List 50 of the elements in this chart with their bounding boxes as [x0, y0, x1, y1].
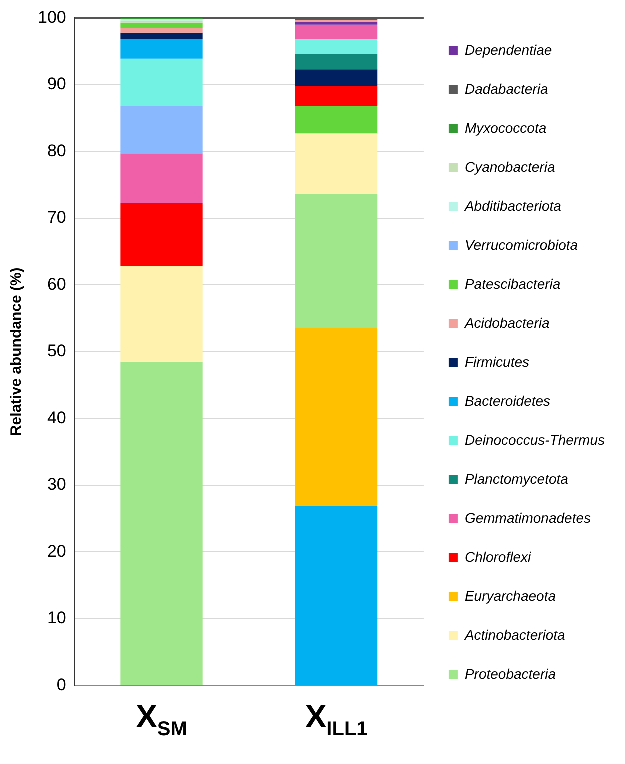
bar: [120, 154, 203, 204]
bar: [295, 328, 378, 506]
bar: [295, 506, 378, 686]
bar: [120, 40, 203, 59]
legend-label: Patescibacteria: [464, 276, 561, 292]
y-tick-label: 60: [47, 274, 66, 294]
legend-label: Gemmatimonadetes: [464, 510, 592, 526]
legend-label: Abditibacteriota: [464, 198, 562, 214]
legend-label: Bacteroidetes: [464, 392, 551, 409]
y-tick-label: 100: [38, 8, 66, 27]
legend-label: Actinobacteriota: [464, 626, 566, 643]
y-tick-label: 30: [47, 475, 66, 494]
legend-label: Myxococcota: [464, 120, 547, 136]
y-tick-label: 50: [47, 342, 66, 361]
bar: [295, 70, 378, 86]
legend-label: Acidobacteria: [464, 314, 550, 331]
y-tick-label: 10: [47, 608, 66, 628]
bar: [120, 28, 203, 33]
legend-label: Firmicutes: [464, 354, 530, 370]
y-tick-label: 70: [47, 208, 66, 228]
y-tick-label: 40: [47, 408, 66, 428]
bar: [120, 203, 203, 266]
legend-label: Deinococcus-Thermus: [464, 432, 606, 448]
legend-label: Cyanobacteria: [464, 158, 556, 175]
bar: [295, 40, 378, 54]
bar: [295, 194, 378, 329]
legend-label: Planctomycetota: [464, 470, 569, 487]
legend-label: Verrucomicrobiota: [464, 236, 578, 253]
y-tick-label: 80: [47, 141, 66, 160]
bar: [120, 32, 203, 40]
bar: [120, 266, 203, 362]
y-tick-label: 20: [47, 542, 66, 561]
bar: [120, 362, 203, 686]
bar: [120, 106, 203, 154]
bar: [295, 22, 378, 25]
bar: [295, 24, 378, 40]
y-tick-label: 90: [47, 74, 66, 94]
bar: [120, 58, 203, 106]
legend-label: Dependentiae: [464, 42, 552, 58]
y-tick-label: 0: [56, 675, 66, 694]
bar: [120, 22, 203, 28]
legend-label: Dadabacteria: [464, 80, 548, 97]
legend-label: Euryarchaeota: [464, 588, 556, 604]
bar: [295, 134, 378, 194]
y-axis-title: Relative abundance (%): [8, 268, 26, 436]
bar: [295, 54, 378, 70]
bar: [295, 86, 378, 106]
legend-label: Proteobacteria: [464, 666, 556, 682]
bar: [295, 106, 378, 134]
legend-label: Chloroflexi: [464, 548, 532, 565]
